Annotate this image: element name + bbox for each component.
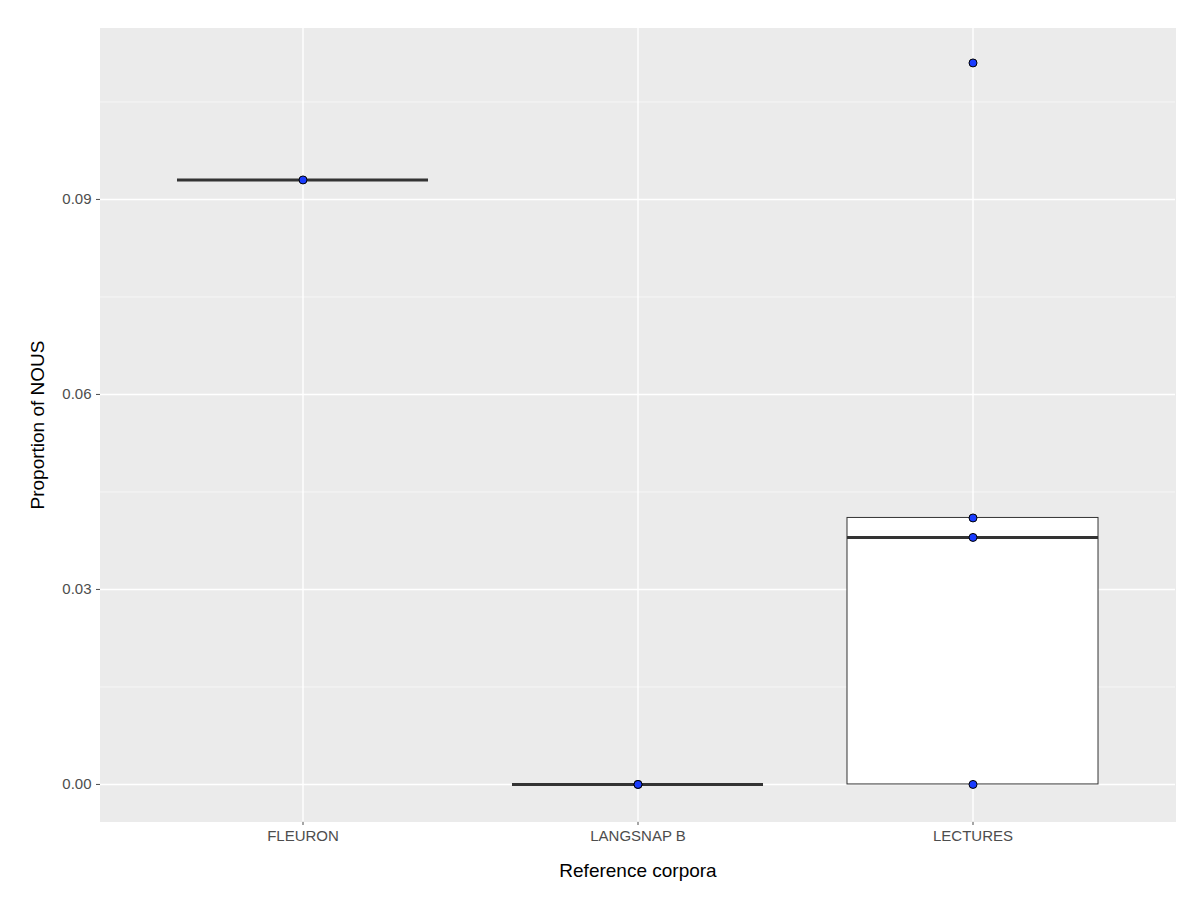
svg-text:0.09: 0.09: [62, 190, 91, 207]
svg-text:Proportion of NOUS: Proportion of NOUS: [27, 341, 48, 510]
svg-text:LANGSNAP B: LANGSNAP B: [590, 827, 686, 844]
svg-text:0.03: 0.03: [62, 580, 91, 597]
svg-text:Reference corpora: Reference corpora: [559, 860, 717, 881]
svg-text:LECTURES: LECTURES: [933, 827, 1013, 844]
svg-text:0.06: 0.06: [62, 385, 91, 402]
svg-text:0.00: 0.00: [62, 775, 91, 792]
svg-text:FLEURON: FLEURON: [267, 827, 339, 844]
